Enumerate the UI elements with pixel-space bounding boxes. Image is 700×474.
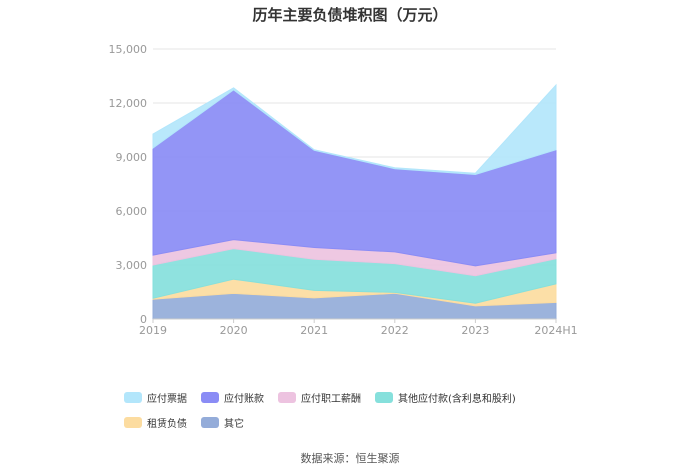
area-series-应付票据[interactable] — [152, 83, 557, 176]
legend-swatch — [278, 392, 296, 403]
area-layer — [152, 83, 557, 320]
y-tick-label: 12,000 — [109, 97, 148, 110]
legend-item[interactable]: 租赁负债 — [124, 415, 187, 430]
legend: 应付票据 应付账款 应付职工薪酬 其他应付款(含利息和股利) 租赁负债 其它 — [124, 388, 594, 438]
y-tick-label: 0 — [140, 313, 147, 326]
legend-swatch — [124, 417, 142, 428]
source-note: 数据来源：恒生聚源 — [300, 452, 400, 465]
y-tick-label: 6,000 — [116, 205, 148, 218]
stacked-area-chart: 0 3,000 6,000 9,000 12,000 15,000 2019 2020 2021… — [109, 43, 578, 337]
y-tick-label: 9,000 — [116, 151, 148, 164]
legend-swatch — [201, 392, 219, 403]
x-tick-label: 2019 — [139, 324, 167, 337]
chart-title: 历年主要负债堆积图（万元） — [252, 6, 448, 24]
y-tick-label: 15,000 — [109, 43, 148, 56]
x-tick-label: 2024H1 — [534, 324, 577, 337]
x-tick-label: 2023 — [461, 324, 489, 337]
legend-item[interactable]: 其它 — [201, 415, 244, 430]
area-series-应付账款[interactable] — [152, 89, 557, 267]
legend-swatch — [201, 417, 219, 428]
y-tick-label: 3,000 — [116, 259, 148, 272]
legend-item[interactable]: 其他应付款(含利息和股利) — [375, 390, 516, 405]
x-tick-label: 2020 — [220, 324, 248, 337]
legend-label: 应付票据 — [147, 394, 187, 405]
legend-item[interactable]: 应付票据 — [124, 390, 187, 405]
legend-label: 租赁负债 — [147, 419, 187, 430]
legend-item[interactable]: 应付账款 — [201, 390, 264, 405]
legend-label: 其它 — [224, 419, 244, 430]
legend-label: 其他应付款(含利息和股利) — [398, 394, 516, 405]
legend-swatch — [375, 392, 393, 403]
x-tick-label: 2021 — [300, 324, 328, 337]
x-tick-label: 2022 — [381, 324, 409, 337]
legend-swatch — [124, 392, 142, 403]
legend-label: 应付账款 — [224, 394, 264, 405]
legend-label: 应付职工薪酬 — [301, 394, 361, 405]
axes: 0 3,000 6,000 9,000 12,000 15,000 2019 2020 2021… — [109, 43, 578, 337]
legend-item[interactable]: 应付职工薪酬 — [278, 390, 361, 405]
